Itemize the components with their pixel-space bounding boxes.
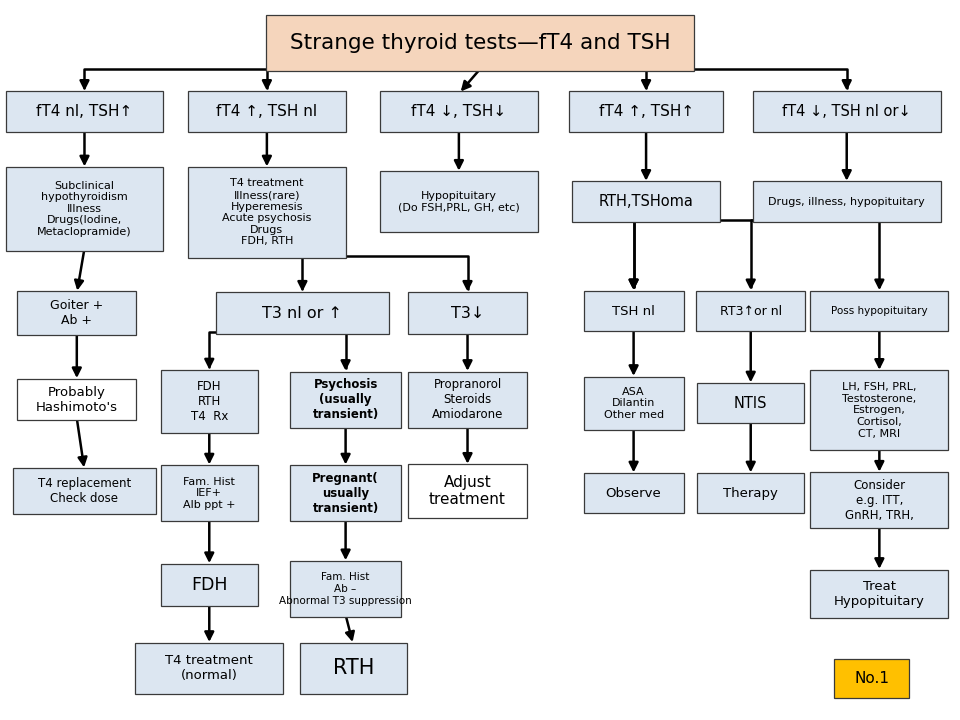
FancyBboxPatch shape — [188, 167, 346, 258]
FancyBboxPatch shape — [290, 465, 401, 521]
FancyBboxPatch shape — [810, 472, 948, 528]
Text: TSH nl: TSH nl — [612, 305, 655, 318]
Text: Pregnant(
usually
transient): Pregnant( usually transient) — [312, 472, 379, 515]
Text: fT4 ↓, TSH nl or↓: fT4 ↓, TSH nl or↓ — [782, 104, 911, 119]
FancyBboxPatch shape — [696, 291, 805, 331]
Text: Propranorol
Steroids
Amiodarone: Propranorol Steroids Amiodarone — [432, 378, 503, 421]
Text: T4 treatment
(normal): T4 treatment (normal) — [165, 654, 253, 682]
Text: T4 treatment
Illness(rare)
Hyperemesis
Acute psychosis
Drugs
FDH, RTH: T4 treatment Illness(rare) Hyperemesis A… — [222, 179, 312, 246]
Text: T3↓: T3↓ — [451, 306, 484, 320]
FancyBboxPatch shape — [408, 372, 527, 428]
FancyBboxPatch shape — [584, 473, 684, 513]
FancyBboxPatch shape — [834, 659, 909, 698]
FancyBboxPatch shape — [753, 181, 941, 222]
FancyBboxPatch shape — [572, 181, 720, 222]
FancyBboxPatch shape — [380, 171, 538, 232]
Text: FDH: FDH — [191, 576, 228, 593]
FancyBboxPatch shape — [300, 642, 407, 694]
FancyBboxPatch shape — [6, 167, 163, 251]
FancyBboxPatch shape — [697, 383, 804, 423]
FancyBboxPatch shape — [810, 291, 948, 331]
FancyBboxPatch shape — [697, 473, 804, 513]
Text: ASA
Dilantin
Other med: ASA Dilantin Other med — [604, 387, 663, 420]
FancyBboxPatch shape — [188, 91, 346, 132]
Text: Strange thyroid tests—fT4 and TSH: Strange thyroid tests—fT4 and TSH — [290, 33, 670, 53]
FancyBboxPatch shape — [810, 570, 948, 618]
Text: RT3↑or nl: RT3↑or nl — [720, 305, 781, 318]
FancyBboxPatch shape — [13, 468, 156, 514]
Text: T3 nl or ↑: T3 nl or ↑ — [262, 306, 343, 320]
Text: No.1: No.1 — [854, 671, 889, 685]
Text: Observe: Observe — [606, 487, 661, 500]
Text: Goiter +
Ab +: Goiter + Ab + — [50, 300, 104, 327]
Text: T4 replacement
Check dose: T4 replacement Check dose — [37, 477, 132, 505]
Text: FDH
RTH
T4  Rx: FDH RTH T4 Rx — [191, 380, 228, 423]
Text: fT4 ↑, TSH↑: fT4 ↑, TSH↑ — [598, 104, 694, 119]
Text: fT4 ↑, TSH nl: fT4 ↑, TSH nl — [216, 104, 318, 119]
Text: Probably
Hashimoto's: Probably Hashimoto's — [36, 386, 118, 413]
FancyBboxPatch shape — [160, 370, 257, 433]
FancyBboxPatch shape — [584, 377, 684, 430]
Text: Fam. Hist
Ab –
Abnormal T3 suppression: Fam. Hist Ab – Abnormal T3 suppression — [279, 572, 412, 606]
Text: Adjust
treatment: Adjust treatment — [429, 475, 506, 507]
FancyBboxPatch shape — [17, 379, 136, 420]
FancyBboxPatch shape — [584, 291, 684, 331]
Text: NTIS: NTIS — [734, 396, 767, 410]
Text: fT4 nl, TSH↑: fT4 nl, TSH↑ — [36, 104, 132, 119]
FancyBboxPatch shape — [568, 91, 724, 132]
FancyBboxPatch shape — [290, 372, 401, 428]
Text: Drugs, illness, hypopituitary: Drugs, illness, hypopituitary — [768, 197, 925, 207]
Text: Therapy: Therapy — [723, 487, 779, 500]
FancyBboxPatch shape — [290, 561, 401, 617]
Text: RTH: RTH — [332, 658, 374, 678]
Text: Treat
Hypopituitary: Treat Hypopituitary — [834, 580, 924, 608]
FancyBboxPatch shape — [266, 15, 694, 71]
FancyBboxPatch shape — [135, 642, 283, 694]
Text: LH, FSH, PRL,
Testosterone,
Estrogen,
Cortisol,
CT, MRI: LH, FSH, PRL, Testosterone, Estrogen, Co… — [842, 382, 917, 438]
FancyBboxPatch shape — [810, 370, 948, 451]
Text: Hypopituitary
(Do FSH,PRL, GH, etc): Hypopituitary (Do FSH,PRL, GH, etc) — [398, 191, 519, 212]
Text: Subclinical
hypothyroidism
Illness
Drugs(Iodine,
Metaclopramide): Subclinical hypothyroidism Illness Drugs… — [37, 181, 132, 237]
Text: Poss hypopituitary: Poss hypopituitary — [831, 306, 927, 316]
Text: Consider
e.g. ITT,
GnRH, TRH,: Consider e.g. ITT, GnRH, TRH, — [845, 479, 914, 522]
Text: fT4 ↓, TSH↓: fT4 ↓, TSH↓ — [411, 104, 507, 119]
FancyBboxPatch shape — [160, 465, 257, 521]
FancyBboxPatch shape — [753, 91, 941, 132]
FancyBboxPatch shape — [6, 91, 163, 132]
Text: RTH,TSHoma: RTH,TSHoma — [599, 194, 693, 209]
FancyBboxPatch shape — [160, 564, 257, 606]
Text: Fam. Hist
IEF+
Alb ppt +: Fam. Hist IEF+ Alb ppt + — [183, 477, 235, 510]
FancyBboxPatch shape — [17, 292, 136, 336]
FancyBboxPatch shape — [408, 464, 527, 518]
Text: Psychosis
(usually
transient): Psychosis (usually transient) — [312, 378, 379, 421]
FancyBboxPatch shape — [215, 292, 390, 334]
FancyBboxPatch shape — [380, 91, 538, 132]
FancyBboxPatch shape — [408, 292, 527, 334]
